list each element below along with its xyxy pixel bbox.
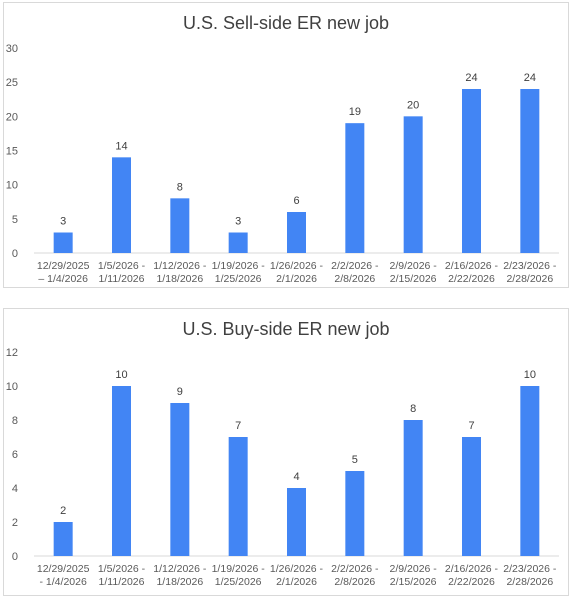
data-label: 24: [465, 72, 477, 84]
x-tick-label: 12/29/2025: [37, 260, 90, 272]
data-label: 19: [349, 106, 361, 118]
x-tick-label: 1/18/2026: [156, 576, 203, 588]
data-label: 7: [468, 420, 474, 432]
x-tick-label: – 1/4/2026: [38, 273, 88, 285]
bar: [112, 386, 131, 556]
y-tick-label: 10: [6, 381, 18, 393]
x-tick-label: 2/9/2026 -: [390, 260, 438, 272]
x-tick-label: 1/12/2026 -: [153, 563, 207, 575]
bar: [53, 522, 73, 556]
bar: [462, 437, 481, 556]
bar: [170, 198, 190, 253]
x-tick-label: 2/16/2026 -: [445, 260, 499, 272]
x-tick-label: 2/2/2026 -: [331, 260, 379, 272]
buy-side-chart: U.S. Buy-side ER new job 0 2 4 6 8 10 12 2 12/29…: [3, 308, 569, 596]
x-tick-label: 2/22/2026: [448, 576, 495, 588]
x-tick-label: 2/8/2026: [334, 576, 375, 588]
bar: [287, 488, 306, 556]
y-tick-label: 8: [12, 415, 18, 427]
bar: [403, 116, 423, 253]
bar: [520, 89, 540, 253]
y-tick-label: 2: [12, 517, 18, 529]
data-label: 24: [524, 72, 536, 84]
bar: [462, 89, 481, 253]
buy-side-plot: 0 2 4 6 8 10 12 2 12/29/2025- 1/4/2026 10 1/5/2026…: [6, 347, 559, 588]
data-label: 7: [235, 420, 241, 432]
x-tick-label: 2/22/2026: [448, 273, 495, 285]
data-label: 4: [293, 471, 299, 483]
bar: [112, 157, 131, 253]
y-tick-label: 5: [12, 214, 18, 226]
y-tick-label: 12: [6, 347, 18, 359]
data-label: 9: [177, 386, 183, 398]
data-label: 6: [293, 195, 299, 207]
x-tick-label: 2/9/2026 -: [390, 563, 438, 575]
x-tick-label: 2/1/2026: [276, 576, 317, 588]
y-tick-label: 10: [6, 180, 18, 192]
data-label: 5: [352, 454, 358, 466]
x-tick-label: 1/18/2026: [156, 273, 203, 285]
bar: [228, 232, 248, 253]
x-tick-label: 1/25/2026: [215, 576, 262, 588]
y-tick-label: 0: [12, 248, 18, 260]
chart-title: U.S. Sell-side ER new job: [182, 13, 390, 33]
x-tick-label: 2/8/2026: [334, 273, 375, 285]
x-tick-label: 2/28/2026: [506, 576, 553, 588]
x-tick-label: 2/2/2026 -: [331, 563, 379, 575]
x-tick-label: 1/25/2026: [215, 273, 262, 285]
sell-side-chart: U.S. Sell-side ER new job 0 5 10 15 20 25 30 3 1…: [3, 2, 569, 288]
data-label: 2: [60, 505, 66, 517]
data-label: 14: [115, 140, 127, 152]
y-tick-label: 4: [12, 483, 18, 495]
x-tick-label: 1/11/2026: [99, 273, 145, 285]
x-tick-label: 1/5/2026 -: [98, 260, 146, 272]
data-label: 3: [235, 216, 241, 228]
y-tick-label: 6: [12, 449, 18, 461]
bar: [287, 212, 306, 253]
y-tick-label: 15: [6, 146, 18, 158]
x-tick-label: 2/15/2026: [390, 576, 437, 588]
x-tick-label: 2/28/2026: [506, 273, 553, 285]
x-tick-label: 2/16/2026 -: [445, 563, 499, 575]
x-tick-label: 1/26/2026 -: [270, 260, 324, 272]
data-label: 8: [410, 403, 416, 415]
bar: [53, 232, 73, 253]
y-tick-label: 0: [12, 551, 18, 563]
x-tick-label: 2/15/2026: [390, 273, 437, 285]
bar: [228, 437, 248, 556]
bar: [170, 403, 190, 556]
x-tick-label: 1/12/2026 -: [153, 260, 207, 272]
data-label: 10: [524, 369, 536, 381]
bar: [520, 386, 540, 556]
x-tick-label: 1/19/2026 -: [212, 563, 266, 575]
y-tick-label: 25: [6, 77, 18, 89]
x-tick-label: 1/5/2026 -: [98, 563, 146, 575]
x-tick-label: 2/23/2026 -: [503, 563, 557, 575]
bar: [345, 471, 365, 556]
x-tick-label: 12/29/2025: [37, 563, 90, 575]
data-label: 8: [177, 181, 183, 193]
data-label: 3: [60, 216, 66, 228]
bar: [345, 123, 365, 254]
bar: [403, 420, 423, 556]
x-tick-label: 1/26/2026 -: [270, 563, 324, 575]
data-label: 10: [115, 369, 127, 381]
x-tick-label: 2/23/2026 -: [503, 260, 557, 272]
y-tick-label: 20: [6, 111, 18, 123]
y-tick-label: 30: [6, 43, 18, 55]
x-tick-label: 1/11/2026: [99, 576, 145, 588]
data-label: 20: [407, 99, 419, 111]
x-tick-label: - 1/4/2026: [40, 576, 87, 588]
sell-side-plot: 0 5 10 15 20 25 30 3 12/29/2025– 1/4/2026 14 1/5/2…: [6, 43, 559, 285]
chart-title: U.S. Buy-side ER new job: [182, 319, 390, 339]
x-tick-label: 2/1/2026: [276, 273, 317, 285]
x-tick-label: 1/19/2026 -: [212, 260, 266, 272]
